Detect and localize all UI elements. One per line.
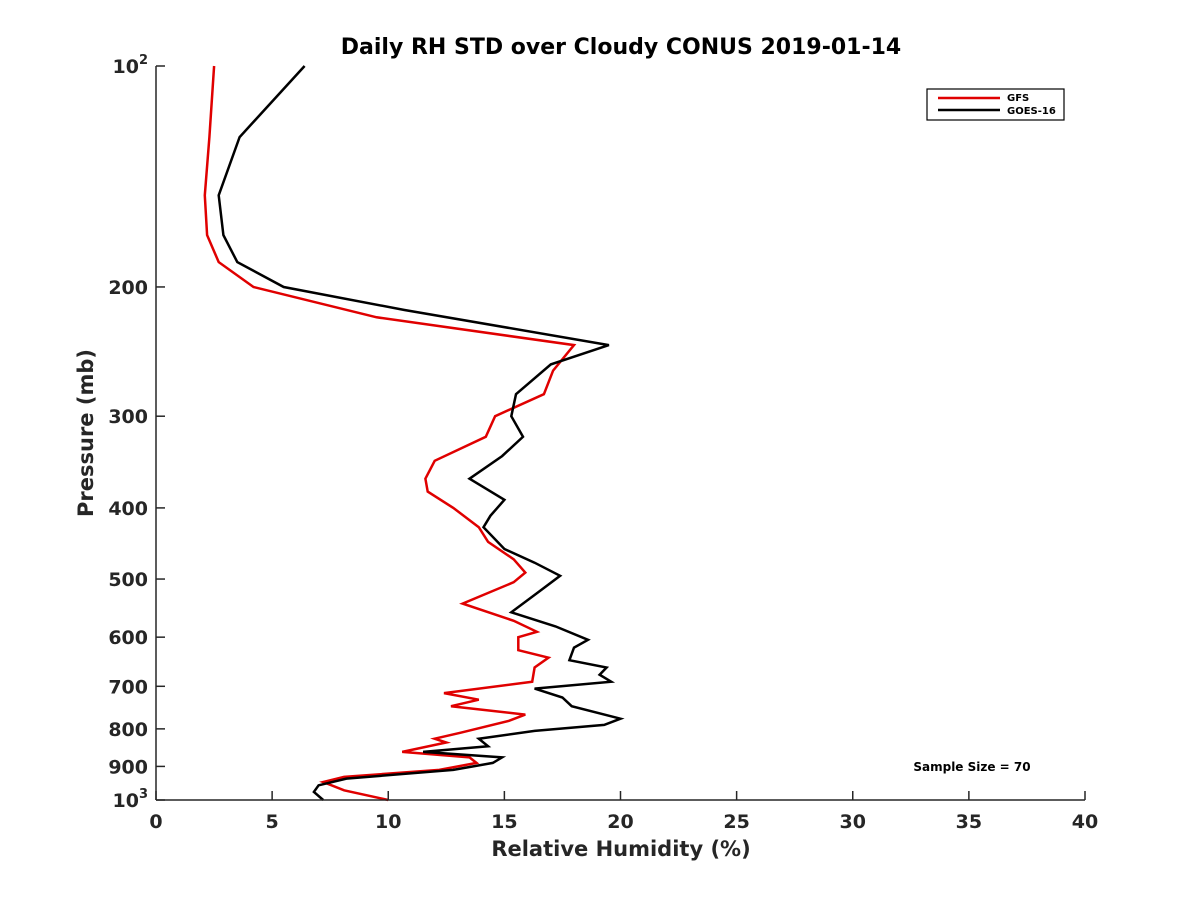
x-tick-label: 25 <box>723 811 749 833</box>
series-line-gfs <box>203 65 577 802</box>
legend: GFS GOES-16 <box>926 88 1065 121</box>
x-axis-label: Relative Humidity (%) <box>491 837 750 861</box>
x-tick-label: 0 <box>149 811 162 833</box>
y-tick-label: 300 <box>108 406 148 428</box>
y-tick-label: 400 <box>108 498 148 520</box>
sample-size-annotation: Sample Size = 70 <box>913 760 1030 774</box>
legend-box <box>926 88 1065 121</box>
y-tick-label: 800 <box>108 719 148 741</box>
y-tick-label: 200 <box>108 277 148 299</box>
x-tick-label: 30 <box>840 811 866 833</box>
x-tick-label: 35 <box>956 811 982 833</box>
chart-title: Daily RH STD over Cloudy CONUS 2019-01-1… <box>341 35 901 60</box>
x-tick-label: 15 <box>491 811 517 833</box>
plot-area <box>203 65 625 802</box>
y-tick-label: 900 <box>108 756 148 778</box>
x-tick-label: 5 <box>266 811 279 833</box>
legend-label-goes16: GOES-16 <box>1007 106 1056 117</box>
x-tick-label: 20 <box>607 811 633 833</box>
y-axis: 102 200 300 400 500 600 700 800 900 103 <box>108 53 165 812</box>
y-tick-label: 600 <box>108 627 148 649</box>
x-tick-label: 40 <box>1072 811 1098 833</box>
y-tick-label: 103 <box>113 787 149 812</box>
x-tick-label: 10 <box>375 811 401 833</box>
y-axis-label: Pressure (mb) <box>74 349 98 517</box>
y-tick-label: 700 <box>108 676 148 698</box>
legend-label-gfs: GFS <box>1007 93 1029 104</box>
y-tick-label: 500 <box>108 569 148 591</box>
series-line-goes-16 <box>217 65 625 801</box>
x-axis: 0 5 10 15 20 25 30 35 40 <box>149 791 1098 833</box>
y-tick-label: 102 <box>113 53 149 78</box>
